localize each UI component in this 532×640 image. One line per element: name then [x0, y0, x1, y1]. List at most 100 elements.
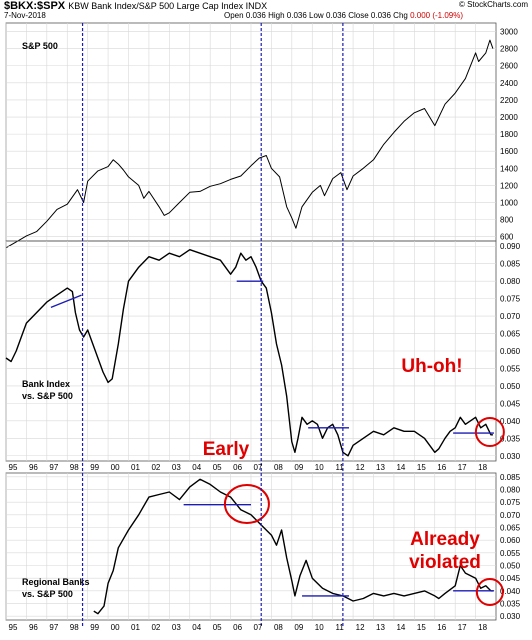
- x-tick-label: 13: [376, 623, 385, 632]
- panel-3: 0.030 0.035 0.040 0.045 0.050 0.055 0.060 0.065…: [5, 472, 521, 621]
- y-tick-label: 0.045: [500, 399, 521, 408]
- x-tick-label: 17: [458, 463, 467, 472]
- panel-2: 0.030 0.035 0.040 0.045 0.050 0.055 0.060 0.065…: [5, 240, 521, 462]
- y-tick-label: 3000: [500, 28, 518, 37]
- panel-label-line-2: vs. S&P 500: [22, 391, 73, 401]
- x-tick-label: 01: [131, 623, 140, 632]
- x-tick-label: 17: [458, 623, 467, 632]
- x-tick-label: 08: [274, 623, 283, 632]
- y-tick-label: 0.035: [500, 600, 521, 609]
- callout-text-line-1: Already: [410, 529, 480, 550]
- y-tick-label: 0.085: [500, 473, 521, 482]
- y-tick-label: 0.085: [500, 260, 521, 269]
- x-tick-label: 02: [151, 463, 160, 472]
- ohlc-high-value: 0.036: [286, 11, 307, 20]
- y-tick-label: 0.055: [500, 549, 521, 558]
- x-tick-label: 09: [294, 463, 303, 472]
- callout-text-line-1: Uh-oh!: [401, 356, 462, 377]
- x-tick-label: 02: [151, 623, 160, 632]
- x-tick-label: 05: [213, 623, 222, 632]
- brand-label: © StockCharts.com: [458, 0, 528, 9]
- y-tick-label: 1400: [500, 164, 518, 173]
- x-tick-label: 16: [437, 463, 446, 472]
- callout-circle: [223, 484, 270, 524]
- y-tick-label: 2000: [500, 113, 518, 122]
- panel-label-line-2: vs. S&P 500: [22, 589, 73, 599]
- y-tick-label: 0.080: [500, 485, 521, 494]
- y-tick-label: 0.030: [500, 452, 521, 461]
- x-tick-label: 03: [172, 623, 181, 632]
- y-tick-label: 0.050: [500, 562, 521, 571]
- chart-title: $BKX:$SPX KBW Bank Index/S&P 500 Large C…: [4, 0, 267, 12]
- x-tick-label: 99: [90, 623, 99, 632]
- x-tick-label: 98: [70, 463, 79, 472]
- ohlc-high-label: High: [268, 11, 285, 20]
- y-tick-label: 0.065: [500, 523, 521, 532]
- x-tick-label: 13: [376, 463, 385, 472]
- y-tick-label: 2600: [500, 62, 518, 71]
- y-tick-label: 2400: [500, 79, 518, 88]
- index-name: KBW Bank Index/S&P 500 Large Cap Index I…: [68, 1, 268, 11]
- y-tick-label: 600: [500, 233, 514, 242]
- chart-header: $BKX:$SPX KBW Bank Index/S&P 500 Large C…: [0, 0, 532, 22]
- x-tick-label: 98: [70, 623, 79, 632]
- y-tick-label: 1800: [500, 130, 518, 139]
- x-tick-label: 95: [9, 623, 18, 632]
- x-tick-label: 06: [233, 463, 242, 472]
- x-tick-label: 01: [131, 463, 140, 472]
- x-tick-label: 00: [111, 463, 120, 472]
- x-tick-label: 10: [315, 623, 324, 632]
- y-tick-label: 0.075: [500, 295, 521, 304]
- y-tick-label: 0.090: [500, 242, 521, 251]
- y-tick-label: 0.035: [500, 434, 521, 443]
- ohlc-chg-label: Chg: [393, 11, 408, 20]
- ohlc-open-label: Open: [224, 11, 244, 20]
- chart-date: 7-Nov-2018: [4, 11, 46, 20]
- panel-label-line-1: S&P 500: [22, 41, 58, 51]
- x-tick-label: 11: [336, 463, 345, 472]
- guide-line: [50, 294, 82, 308]
- x-tick-label: 97: [49, 463, 58, 472]
- x-tick-label: 14: [396, 463, 405, 472]
- panel-label-line-1: Regional Banks: [22, 577, 90, 587]
- callout-circle: [474, 417, 505, 447]
- y-tick-label: 0.040: [500, 417, 521, 426]
- y-tick-label: 0.070: [500, 511, 521, 520]
- ohlc-readout: Open 0.036 High 0.036 Low 0.036 Close 0.…: [224, 11, 463, 20]
- y-tick-label: 2200: [500, 96, 518, 105]
- callout-text: Early: [203, 439, 250, 460]
- x-tick-label: 96: [29, 623, 38, 632]
- x-tick-label: 07: [254, 463, 263, 472]
- callout-circle: [475, 578, 504, 606]
- x-tick-label: 06: [233, 623, 242, 632]
- x-tick-label: 18: [478, 463, 487, 472]
- x-tick-label: 05: [213, 463, 222, 472]
- x-tick-label: 08: [274, 463, 283, 472]
- x-tick-label: 15: [417, 623, 426, 632]
- ohlc-close-value: 0.036: [370, 11, 391, 20]
- y-tick-label: 1000: [500, 199, 518, 208]
- y-tick-label: 0.055: [500, 364, 521, 373]
- ohlc-close-label: Close: [348, 11, 369, 20]
- x-tick-label: 04: [192, 623, 201, 632]
- y-tick-label: 1200: [500, 181, 518, 190]
- x-tick-label: 15: [417, 463, 426, 472]
- x-tick-label: 97: [49, 623, 58, 632]
- ohlc-low-value: 0.036: [325, 11, 346, 20]
- series-line: [5, 249, 493, 457]
- y-tick-label: 0.070: [500, 312, 521, 321]
- y-tick-label: 0.040: [500, 587, 521, 596]
- x-tick-label: 99: [90, 463, 99, 472]
- series-line: [93, 478, 493, 615]
- callout-text-line-2: violated: [409, 552, 481, 573]
- panel-1: 600 800 1000 1200 1400 1600 1800 2000 2200 2400 26…: [5, 22, 518, 249]
- x-tick-label: 95: [9, 463, 18, 472]
- y-tick-label: 0.050: [500, 382, 521, 391]
- y-tick-label: 1600: [500, 147, 518, 156]
- ohlc-chg-value: 0.000 (-1.09%): [410, 11, 464, 20]
- ohlc-low-label: Low: [309, 11, 324, 20]
- x-tick-label: 18: [478, 623, 487, 632]
- x-tick-label: 11: [336, 623, 345, 632]
- x-tick-label: 12: [356, 623, 365, 632]
